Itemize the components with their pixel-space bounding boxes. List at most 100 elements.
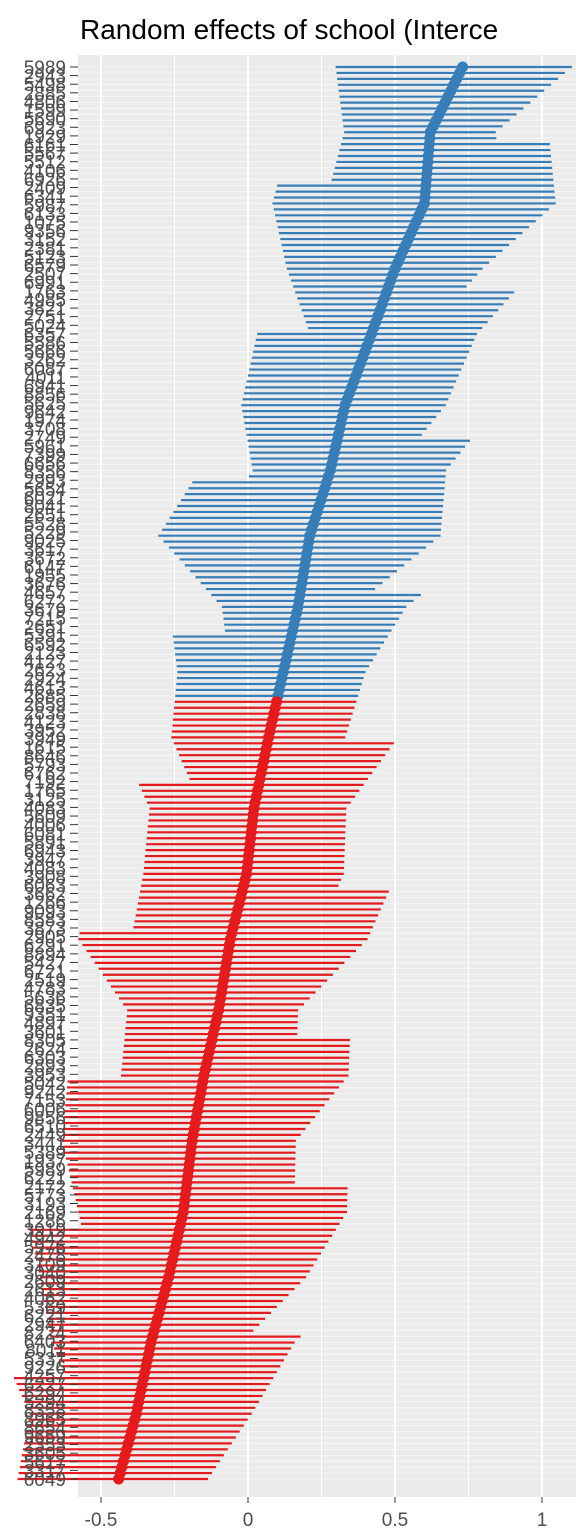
y-tick-label: 6294 — [24, 1384, 67, 1405]
y-tick-label: 6926 — [24, 170, 66, 191]
y-tick-label: 6762 — [24, 764, 66, 785]
y-tick-label: 5528 — [24, 514, 66, 535]
y-tick-label: 5987 — [24, 196, 66, 217]
y-tick-label: 1286 — [24, 1212, 66, 1233]
y-tick-label: 1599 — [24, 101, 66, 122]
y-tick-label: 5976 — [24, 1238, 66, 1259]
y-tick-label: 2449 — [24, 1126, 66, 1147]
y-tick-label: 2749 — [24, 428, 66, 449]
y-tick-label: 6923 — [24, 118, 66, 139]
y-tick-label: 2924 — [24, 669, 67, 690]
estimate-points — [113, 61, 469, 1485]
y-tick-label: 5389 — [24, 1143, 66, 1164]
y-tick-label: 3317 — [24, 1461, 66, 1482]
y-tick-label: 3947 — [24, 850, 66, 871]
y-tick-label: 5042 — [24, 1074, 66, 1095]
y-tick-label: 3873 — [24, 919, 66, 940]
y-tick-label: 9856 — [24, 1108, 66, 1129]
y-tick-label: 5636 — [24, 988, 66, 1009]
y-tick-label: 4806 — [24, 92, 66, 113]
y-tick-label: 3262 — [24, 351, 66, 372]
y-tick-label: 5123 — [24, 247, 66, 268]
y-tick-label: 6510 — [24, 1117, 66, 1138]
y-tick-label: 2609 — [24, 1272, 66, 1293]
y-tick-label: 2685 — [24, 687, 66, 708]
y-tick-label: 5617 — [24, 1453, 66, 1474]
y-tick-label: 2947 — [24, 1315, 66, 1336]
y-tick-label: 2507 — [24, 265, 66, 286]
y-tick-label: 4127 — [24, 652, 66, 673]
y-tick-label: 3617 — [24, 540, 66, 561]
estimate-point — [113, 1473, 125, 1485]
y-tick-label: 3601 — [24, 1022, 66, 1043]
y-tick-label: 1937 — [24, 1151, 66, 1172]
y-tick-label: 6941 — [24, 377, 66, 398]
y-tick-label: 3441 — [24, 1134, 66, 1155]
y-tick-label: 5961 — [24, 437, 66, 458]
y-tick-label: 5229 — [24, 523, 66, 544]
y-tick-label: 4106 — [24, 161, 66, 182]
y-tick-label: 2838 — [24, 704, 66, 725]
y-tick-label: 6291 — [24, 936, 66, 957]
y-tick-label: 6147 — [24, 557, 66, 578]
y-tick-label: 5625 — [24, 394, 66, 415]
y-tick-label: 5773 — [24, 1186, 66, 1207]
y-tick-label: 4083 — [24, 798, 66, 819]
y-tick-label: 3953 — [24, 1065, 66, 1086]
y-tick-label: 2381 — [24, 239, 66, 260]
y-tick-label: 8654 — [24, 1418, 67, 1439]
y-tick-label: 6592 — [24, 635, 66, 656]
y-tick-label: 8646 — [24, 747, 66, 768]
y-tick-label: 9025 — [24, 532, 66, 553]
y-tick-label: 5891 — [24, 833, 66, 854]
y-tick-label: 1765 — [24, 781, 66, 802]
y-tick-label: 3952 — [24, 721, 66, 742]
y-tick-label: 3152 — [24, 230, 66, 251]
y-tick-label: 2885 — [24, 84, 66, 105]
y-tick-label: 9659 — [24, 1427, 66, 1448]
y-tick-label: 6133 — [24, 204, 66, 225]
y-tick-label: 2123 — [24, 643, 66, 664]
y-tick-label: 1615 — [24, 738, 66, 759]
y-tick-label: 2172 — [24, 1177, 66, 1198]
y-axis-labels: 5989294354982885480615995690692319296161… — [24, 58, 78, 1491]
y-tick-label: 3676 — [24, 575, 66, 596]
y-tick-label: 6227 — [24, 1375, 66, 1396]
y-tick-label: 2169 — [24, 1203, 66, 1224]
y-tick-label: 4985 — [24, 290, 66, 311]
y-tick-label: 3919 — [24, 1220, 66, 1241]
y-tick-label: 8041 — [24, 497, 66, 518]
y-tick-label: 4083 — [24, 859, 66, 880]
y-tick-label: 6063 — [24, 876, 66, 897]
y-tick-label: 8358 — [24, 1401, 66, 1422]
y-tick-label: 4897 — [24, 1014, 66, 1035]
y-tick-label: 3040 — [24, 1263, 66, 1284]
y-tick-label: 6579 — [24, 256, 66, 277]
y-tick-label: 3125 — [24, 790, 66, 811]
y-tick-label: 6021 — [24, 488, 66, 509]
y-tick-label: 7153 — [24, 1091, 66, 1112]
y-tick-label: 6049 — [24, 1470, 66, 1491]
y-tick-label: 2905 — [24, 928, 66, 949]
y-tick-label: 2613 — [24, 1281, 66, 1302]
y-tick-label: 6341 — [24, 187, 66, 208]
y-tick-label: 5294 — [24, 1393, 67, 1414]
y-tick-label: 5586 — [24, 334, 66, 355]
y-tick-label: 5654 — [24, 480, 67, 501]
y-tick-label: 8894 — [24, 945, 67, 966]
y-tick-label: 2893 — [24, 1057, 66, 1078]
y-tick-label: 4062 — [24, 1289, 66, 1310]
x-tick-label: 1 — [537, 1510, 548, 1531]
y-tick-label: 9642 — [24, 402, 66, 423]
y-tick-label: 4613 — [24, 678, 66, 699]
y-tick-label: 4657 — [24, 583, 66, 604]
y-tick-label: 8356 — [24, 463, 66, 484]
y-tick-label: 6721 — [24, 962, 66, 983]
y-tick-label: 3708 — [24, 420, 66, 441]
y-tick-label: 4257 — [24, 1367, 66, 1388]
y-tick-label: 5793 — [24, 755, 66, 776]
y-tick-label: 8965 — [24, 1410, 66, 1431]
y-tick-label: 2651 — [24, 618, 66, 639]
x-axis: -1-0.500.511.52 — [85, 1497, 548, 1531]
y-tick-label: 9242 — [24, 1083, 66, 1104]
